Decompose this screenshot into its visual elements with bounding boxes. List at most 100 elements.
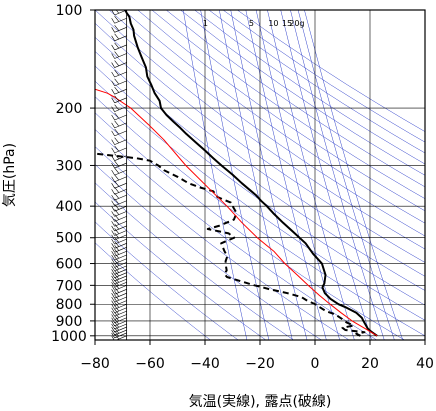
mixing-ratio-line	[297, 10, 395, 340]
x-tick-label: 20	[361, 356, 379, 372]
wind-barb	[111, 260, 127, 268]
y-tick-label: 400	[56, 199, 83, 215]
wind-barb	[111, 228, 127, 236]
mixing-ratio-line	[290, 10, 385, 340]
wind-barb	[111, 219, 127, 227]
wind-barb	[111, 330, 127, 339]
mixing-ratio-line	[200, 10, 270, 340]
y-tick-label: 1000	[51, 329, 87, 345]
x-axis: −80 −60 −40 −20 0 20 40	[80, 340, 434, 372]
y-tick-label: 200	[56, 101, 83, 117]
wind-barb	[111, 78, 127, 87]
dry-adiabat-line	[166, 10, 425, 188]
dry-adiabat-line	[95, 146, 350, 340]
dry-adiabat-line	[123, 10, 425, 224]
dry-adiabat-line	[109, 10, 425, 237]
mixing-ratio-label: 1	[203, 19, 208, 28]
wind-barb	[111, 302, 127, 310]
wind-barb	[111, 60, 127, 68]
y-tick-label: 600	[56, 257, 83, 273]
dewpoint-line	[95, 152, 366, 337]
wind-barb	[111, 280, 127, 288]
y-tick-label: 900	[56, 314, 83, 330]
wind-barb	[111, 137, 127, 145]
dry-adiabat-line	[95, 182, 294, 340]
wind-barb	[111, 318, 127, 327]
wind-barb	[111, 112, 127, 121]
mixing-ratio-line	[280, 10, 372, 340]
y-tick-label: 700	[56, 278, 83, 294]
mixing-ratio-line	[255, 10, 340, 340]
wind-barb	[111, 153, 127, 161]
sounding-series	[95, 10, 378, 337]
dry-adiabat-line	[180, 10, 425, 176]
mixing-ratio-label: 5	[249, 19, 254, 28]
mixing-ratio-line	[230, 10, 308, 340]
wind-barb	[111, 324, 127, 333]
dry-adiabat-line	[95, 65, 425, 306]
wind-barb	[111, 16, 127, 24]
mixing-ratio-line	[219, 10, 293, 340]
mixing-ratio-label: 20g	[289, 19, 304, 28]
wind-barb	[111, 209, 127, 217]
wind-barb	[111, 187, 127, 195]
x-tick-label: −80	[80, 356, 110, 372]
wind-barb	[111, 214, 127, 222]
grid-lines	[95, 10, 425, 340]
wind-barb	[111, 69, 127, 78]
wind-barb	[111, 223, 127, 232]
dry-adiabat-line	[95, 96, 425, 337]
dry-adiabat-line	[95, 221, 239, 340]
wind-barb	[111, 305, 127, 314]
parcel-line	[95, 88, 378, 337]
dry-adiabat-line	[194, 10, 425, 165]
x-tick-label: 40	[416, 356, 434, 372]
wind-barb	[111, 51, 127, 59]
dry-adiabat-line	[95, 201, 267, 340]
y-tick-label: 100	[56, 3, 83, 19]
wind-barb	[111, 298, 127, 306]
wind-barb	[111, 33, 127, 42]
wind-barb	[111, 95, 127, 104]
x-tick-label: −20	[245, 356, 275, 372]
mixing-ratio-line	[245, 10, 327, 340]
wind-barbs	[111, 10, 128, 340]
dry-adiabat-line	[137, 10, 425, 212]
wind-barb	[111, 321, 127, 330]
dry-adiabat-line	[95, 36, 425, 277]
x-tick-label: 0	[311, 356, 320, 372]
wind-barb	[111, 198, 127, 207]
mixing-ratio-label: 10	[268, 19, 278, 28]
x-tick-label: −60	[135, 356, 165, 372]
dry-adiabat-line	[222, 10, 425, 143]
wind-barb	[111, 104, 127, 112]
temperature-line	[124, 10, 378, 337]
wind-barb	[111, 42, 127, 51]
wind-barb	[111, 192, 127, 201]
dry-adiabat-line	[95, 242, 211, 340]
wind-barb	[111, 128, 127, 137]
wind-barb	[111, 120, 127, 129]
y-tick-label: 500	[56, 231, 83, 247]
wind-barb	[111, 145, 127, 154]
x-tick-label: −40	[190, 356, 220, 372]
dry-adiabat-line	[95, 22, 425, 263]
y-tick-label: 300	[56, 158, 83, 174]
wind-barb	[111, 283, 127, 291]
wind-barb	[111, 315, 127, 324]
dry-adiabat-line	[151, 10, 425, 199]
wind-barb	[111, 174, 127, 183]
wind-barb	[111, 180, 127, 189]
x-axis-title: 気温(実線), 露点(破線)	[189, 394, 332, 410]
wind-barb	[111, 327, 127, 336]
wind-barb	[111, 86, 127, 95]
wind-barb	[111, 25, 127, 33]
dry-adiabat-line	[208, 10, 425, 154]
y-tick-label: 800	[56, 297, 83, 313]
wind-barb	[111, 267, 127, 275]
wind-barb	[111, 10, 127, 16]
dry-adiabat-line	[95, 10, 425, 250]
